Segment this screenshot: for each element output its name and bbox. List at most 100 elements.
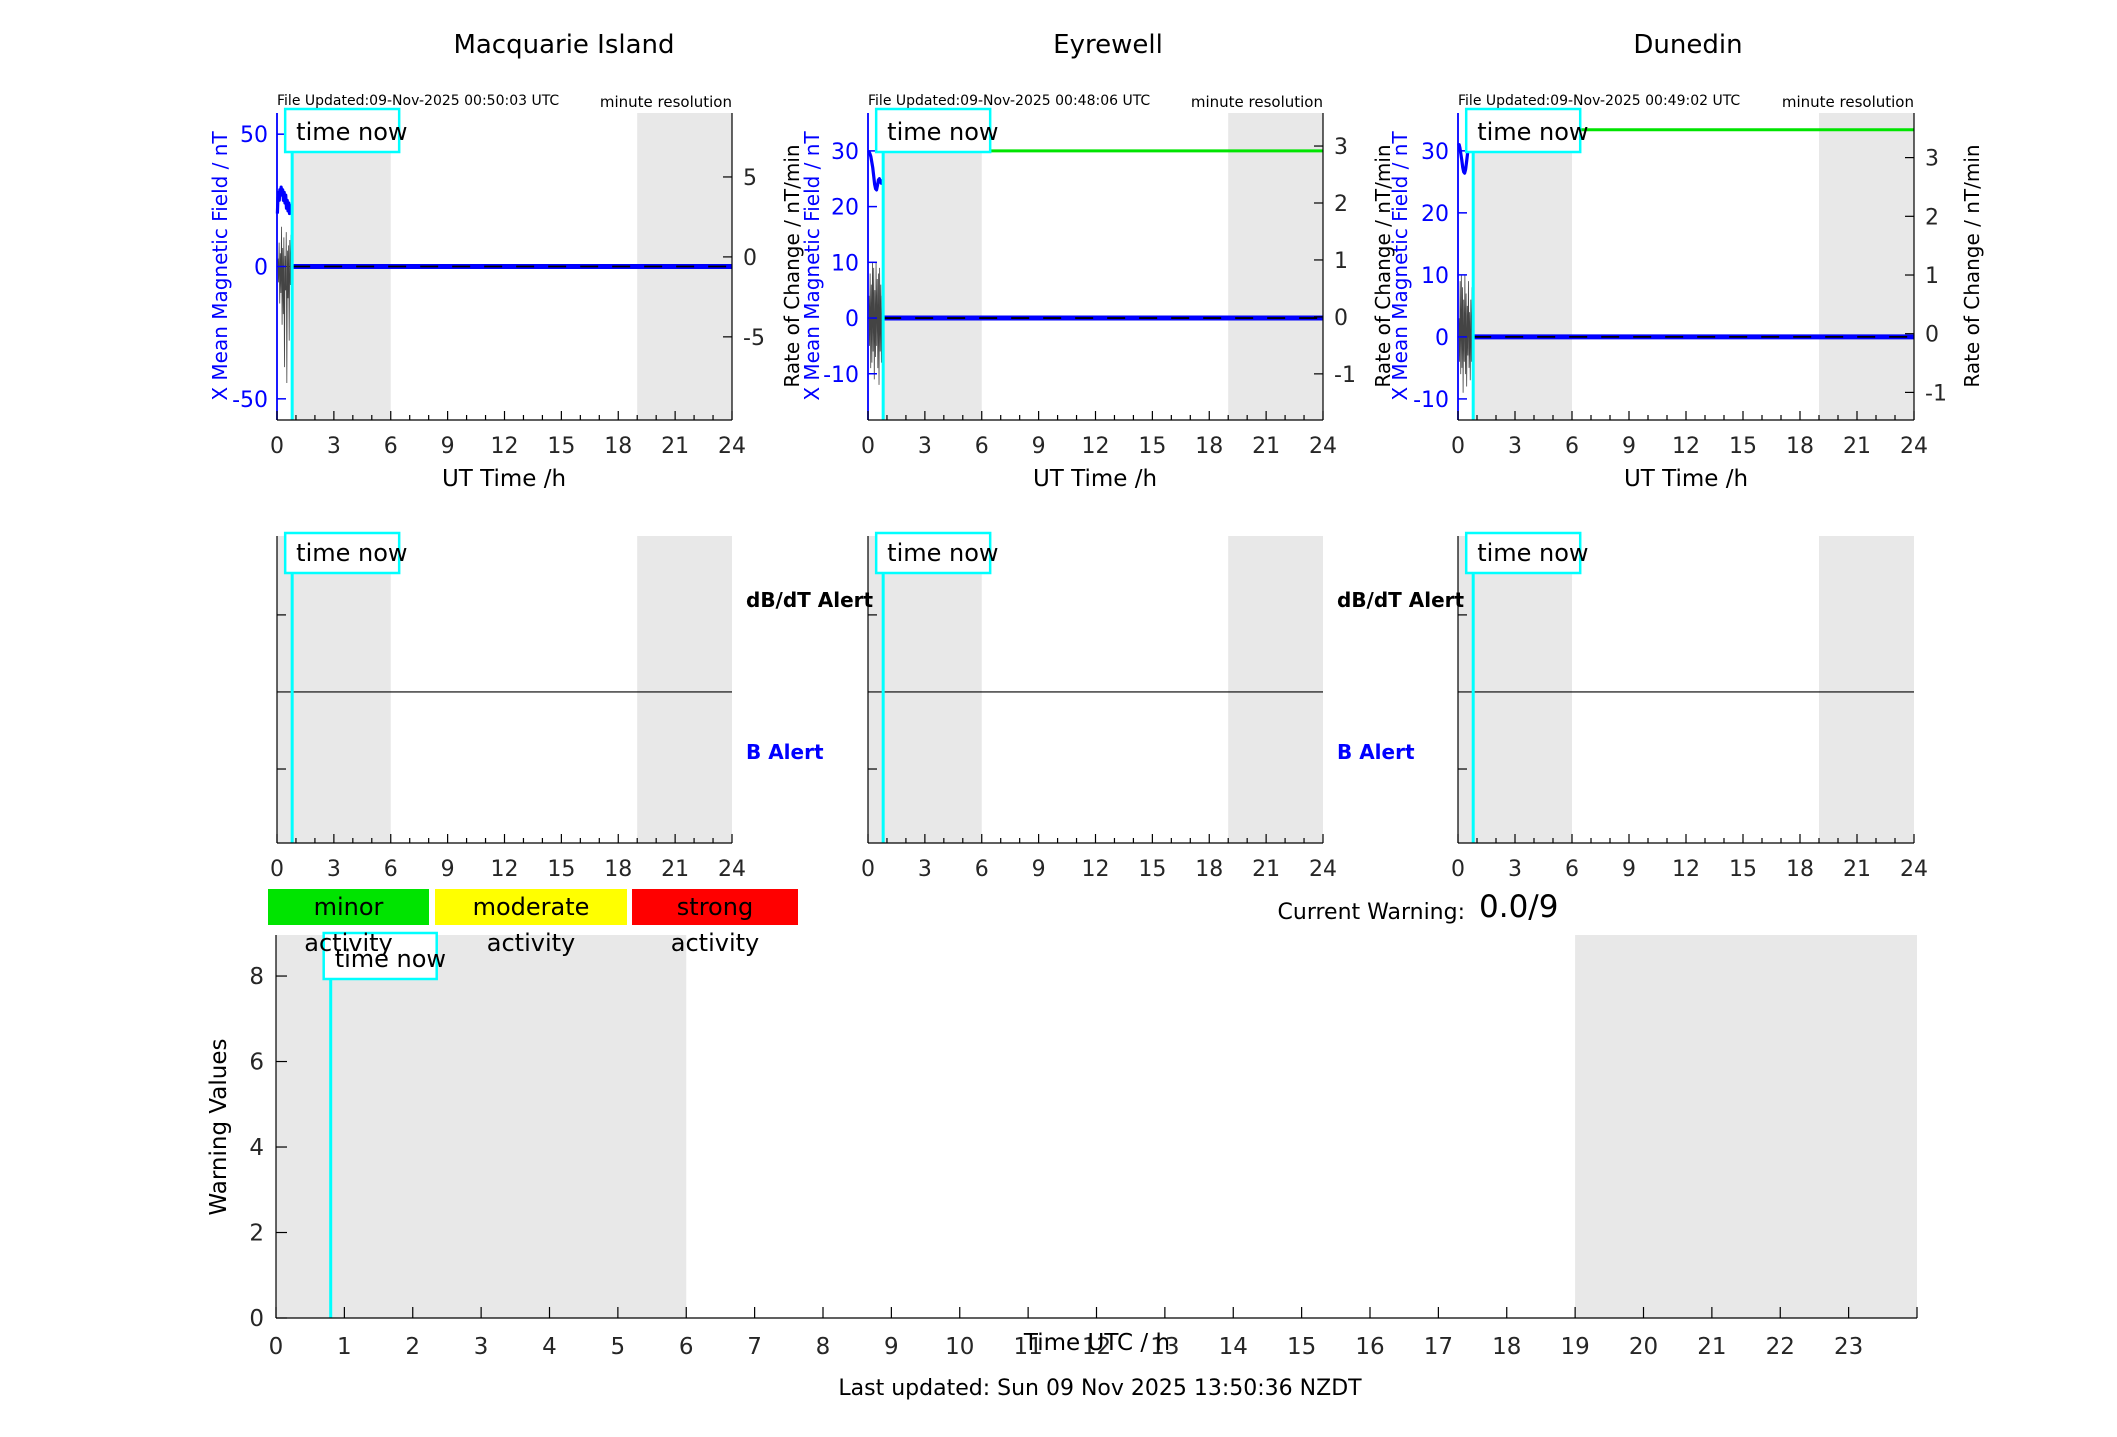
tick-label: 3 — [327, 857, 341, 882]
current-warning-label: Current Warning: — [1277, 900, 1465, 925]
tick-label: 16 — [1355, 1334, 1384, 1360]
tick-label: 21 — [661, 434, 689, 459]
night-shading-band — [1819, 113, 1914, 420]
tick-label: 12 — [1672, 857, 1700, 882]
alert-plot-2: 0 3 6 9 12 15 18 21 24 time now — [1451, 531, 1928, 882]
file-updated-eyrewell: File Updated:09-Nov-2025 00:48:06 UTC — [868, 93, 1151, 109]
tick-label: 3 — [918, 434, 932, 459]
tick-label: 15 — [1729, 857, 1757, 882]
tick-label: 18 — [1786, 857, 1814, 882]
night-shading-band — [1228, 113, 1323, 420]
legend-strong-activity: strong activity — [632, 889, 798, 957]
tick-label: 0 — [743, 246, 757, 271]
tick-label: 1 — [1925, 264, 1939, 289]
tick-label: 18 — [1195, 434, 1223, 459]
night-shading-band — [1575, 935, 1917, 1318]
tick-label: 3 — [1508, 434, 1522, 459]
time-now-text: time now — [296, 118, 407, 146]
y-axis-label-rate-eyrewell: Rate of Change / nT/min — [1371, 144, 1395, 388]
tick-label: 30 — [1421, 140, 1449, 165]
time-now-box — [874, 531, 992, 575]
tick-label: 21 — [1843, 857, 1871, 882]
tick-label: 15 — [1138, 857, 1166, 882]
tick-label: 13 — [1150, 1334, 1179, 1360]
y-axis-right-ticks: 3 2 1 0 -1 — [1905, 147, 1947, 406]
tick-label: 3 — [327, 434, 341, 459]
tick-label: 12 — [1082, 434, 1110, 459]
tick-label: 4 — [249, 1135, 264, 1161]
tick-label: 6 — [1565, 857, 1579, 882]
field-trace — [275, 185, 294, 216]
tick-label: 6 — [975, 434, 989, 459]
x-axis-label-macquarie: UT Time /h — [441, 466, 567, 492]
time-now-text: time now — [1477, 539, 1588, 567]
tick-label: 7 — [747, 1334, 762, 1360]
tick-label: 0 — [861, 857, 875, 882]
warning-values-plot: 0 1 2 3 4 5 6 7 8 9 10 11 12 13 14 15 16 17 18 19 20 21 22 2302… — [249, 931, 1918, 1360]
time-now-box — [874, 107, 992, 154]
tick-label: 12 — [1672, 434, 1700, 459]
tick-label: 9 — [1622, 434, 1636, 459]
tick-label: 6 — [384, 857, 398, 882]
tick-label: 6 — [1565, 434, 1579, 459]
tick-label: 15 — [1138, 434, 1166, 459]
time-now-box — [322, 931, 438, 981]
tick-label: 21 — [1843, 434, 1871, 459]
night-shading-band — [1819, 536, 1914, 843]
time-now-text: time now — [335, 945, 446, 973]
tick-label: 17 — [1424, 1334, 1453, 1360]
file-updated-dunedin: File Updated:09-Nov-2025 00:49:02 UTC — [1458, 93, 1741, 109]
tick-label: 3 — [474, 1334, 489, 1360]
tick-label: 0 — [1451, 857, 1465, 882]
x-axis-ticks: 0 3 6 9 12 15 18 21 24 — [861, 411, 1337, 459]
tick-label: -10 — [823, 363, 859, 388]
tick-label: 0 — [861, 434, 875, 459]
y-axis-left-ticks: 30 20 10 0 -10 — [1413, 140, 1467, 413]
tick-label: 21 — [1697, 1334, 1726, 1360]
rate-noise-trace — [868, 262, 884, 385]
tick-label: 15 — [1729, 434, 1757, 459]
tick-label: 12 — [1082, 857, 1110, 882]
station-title-eyrewell: Eyrewell — [1053, 30, 1163, 60]
tick-label: 3 — [918, 857, 932, 882]
tick-label: 0 — [270, 434, 284, 459]
y-axis-label-warning-values: Warning Values — [206, 1038, 232, 1216]
time-now-text: time now — [887, 118, 998, 146]
dbdt-alert-label-1: dB/dT Alert — [746, 588, 874, 612]
tick-label: 5 — [611, 1334, 626, 1360]
time-now-text: time now — [1477, 118, 1588, 146]
x-axis-ticks: 0 3 6 9 12 15 18 21 24 — [1451, 411, 1928, 459]
tick-label: 0 — [1925, 323, 1939, 348]
tick-label: 9 — [1622, 857, 1636, 882]
tick-label: 12 — [491, 434, 519, 459]
tick-label: 3 — [1334, 135, 1348, 160]
rate-noise-trace — [277, 226, 293, 383]
tick-label: 9 — [441, 857, 455, 882]
tick-label: 12 — [491, 857, 519, 882]
tick-label: 15 — [547, 857, 575, 882]
tick-label: -10 — [1413, 388, 1449, 413]
tick-label: 15 — [547, 434, 575, 459]
time-now-box — [1464, 107, 1582, 154]
tick-label: 6 — [975, 857, 989, 882]
tick-label: 10 — [945, 1334, 974, 1360]
tick-label: 2 — [405, 1334, 420, 1360]
field-trace — [867, 149, 885, 192]
tick-label: 21 — [1252, 857, 1280, 882]
station-title-macquarie: Macquarie Island — [453, 30, 675, 60]
tick-label: 24 — [1900, 857, 1928, 882]
rate-noise-trace — [1458, 274, 1474, 393]
resolution-note-eyrewell: minute resolution — [1190, 93, 1323, 111]
tick-label: 19 — [1560, 1334, 1589, 1360]
tick-label: 30 — [831, 140, 859, 165]
night-shading-band — [868, 536, 982, 843]
tick-label: -1 — [1925, 381, 1947, 406]
x-axis-ticks: 0 3 6 9 12 15 18 21 24 — [270, 411, 746, 459]
tick-label: 0 — [254, 256, 268, 281]
last-updated-text: Last updated: Sun 09 Nov 2025 13:50:36 N… — [838, 1376, 1362, 1401]
